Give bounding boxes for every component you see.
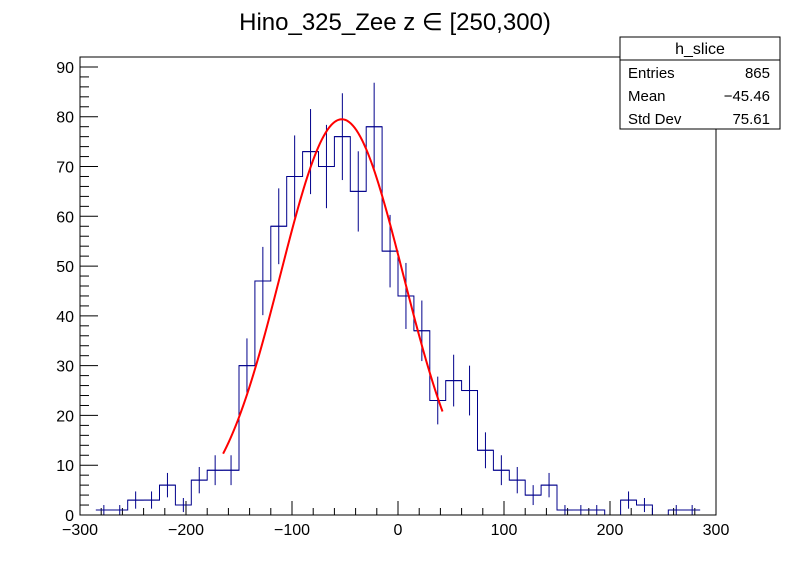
x-tick-label: −300 (62, 522, 98, 539)
x-tick-label: 200 (597, 522, 624, 539)
stats-box-frame (619, 36, 781, 130)
stats-entries-value: 865 (745, 65, 770, 82)
y-tick-label: 30 (56, 359, 74, 376)
y-tick-label: 70 (56, 160, 74, 177)
stats-mean-label: Mean (628, 88, 666, 105)
x-tick-label: −200 (168, 522, 204, 539)
chart-title: Hino_325_Zee z ∈ [250,300) (239, 9, 551, 36)
y-tick-label: 60 (56, 209, 74, 226)
y-tick-label: 90 (56, 60, 74, 77)
y-tick-label: 10 (56, 458, 74, 475)
plot-frame (79, 56, 717, 516)
stats-box-title: h_slice (675, 41, 725, 58)
stats-stddev-label: Std Dev (628, 111, 682, 128)
stats-box: h_slice Entries 865 Mean −45.46 Std Dev … (619, 36, 781, 130)
y-tick-label: 20 (56, 408, 74, 425)
x-tick-label: 0 (394, 522, 403, 539)
histogram-outline (95, 126, 701, 516)
x-tick-label: 100 (491, 522, 518, 539)
y-tick-label: 0 (65, 508, 74, 525)
stats-entries-label: Entries (628, 65, 675, 82)
fit-curve (222, 118, 444, 455)
stats-mean-value: −45.46 (724, 88, 770, 105)
x-tick-label: −100 (274, 522, 310, 539)
y-tick-label: 40 (56, 309, 74, 326)
y-tick-label: 50 (56, 259, 74, 276)
x-tick-label: 300 (703, 522, 730, 539)
y-tick-label: 80 (56, 110, 74, 127)
stats-stddev-value: 75.61 (732, 111, 770, 128)
